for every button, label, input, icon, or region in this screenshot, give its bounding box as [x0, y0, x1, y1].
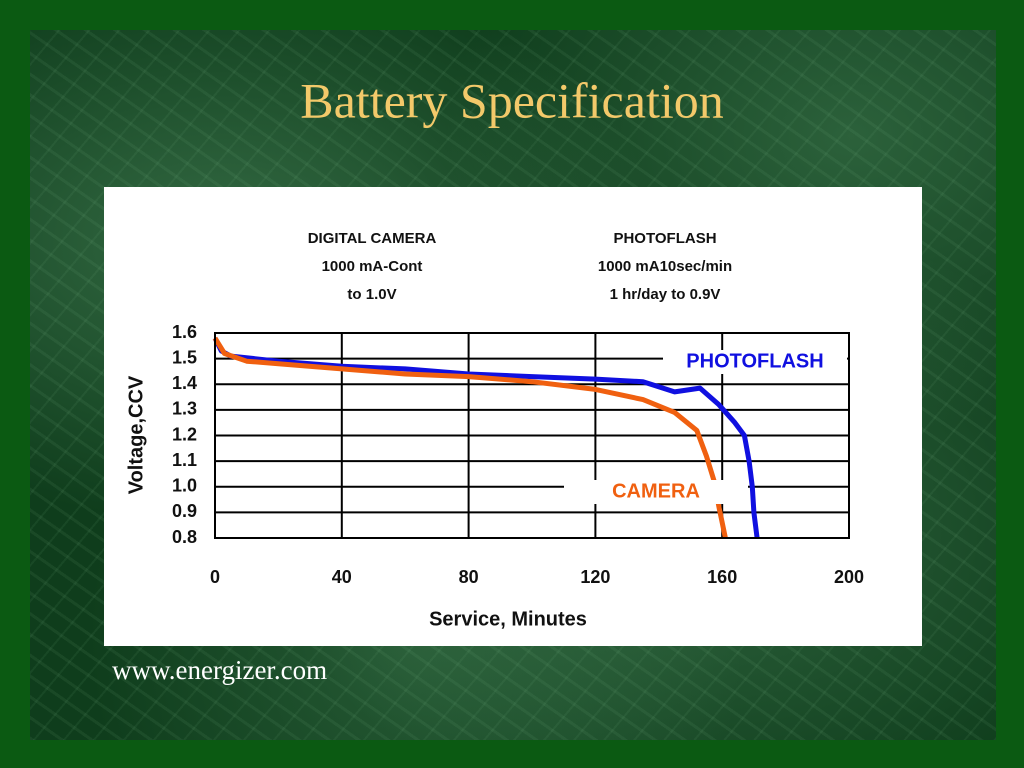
- annotation: 1000 mA-Cont: [322, 258, 423, 275]
- legend-label: CAMERA: [612, 480, 700, 502]
- y-tick-label: 0.8: [172, 527, 197, 547]
- footer: www.energizer.com: [112, 655, 327, 685]
- annotation: 1 hr/day to 0.9V: [610, 286, 721, 303]
- y-tick-label: 1.4: [172, 373, 197, 393]
- annotation: 1000 mA10sec/min: [598, 258, 732, 275]
- slide-title: Battery Specification: [300, 72, 723, 128]
- annotation: to 1.0V: [347, 286, 396, 303]
- annotation: PHOTOFLASH: [613, 230, 716, 247]
- y-tick-label: 0.9: [172, 501, 197, 521]
- y-tick-label: 1.1: [172, 450, 197, 470]
- plot-border: [214, 332, 850, 539]
- y-tick-label: 1.0: [172, 476, 197, 496]
- x-tick-label: 160: [707, 567, 737, 587]
- series-line: [212, 336, 760, 539]
- x-tick-label: 0: [210, 567, 220, 587]
- legend-bg: [663, 350, 847, 374]
- y-tick-label: 1.2: [172, 424, 197, 444]
- y-tick-label: 1.3: [172, 399, 197, 419]
- annotation: DIGITAL CAMERA: [308, 230, 437, 247]
- x-axis-label: Service, Minutes: [429, 608, 587, 630]
- x-tick-label: 200: [834, 567, 864, 587]
- x-tick-label: 80: [459, 567, 479, 587]
- legend-bg: [564, 480, 748, 504]
- x-tick-label: 120: [580, 567, 610, 587]
- y-axis-label: Voltage,CCV: [125, 375, 147, 494]
- chart-panel: [104, 187, 922, 646]
- x-tick-label: 40: [332, 567, 352, 587]
- legend-label: PHOTOFLASH: [686, 350, 823, 372]
- y-tick-label: 1.6: [172, 322, 197, 342]
- y-tick-label: 1.5: [172, 347, 197, 367]
